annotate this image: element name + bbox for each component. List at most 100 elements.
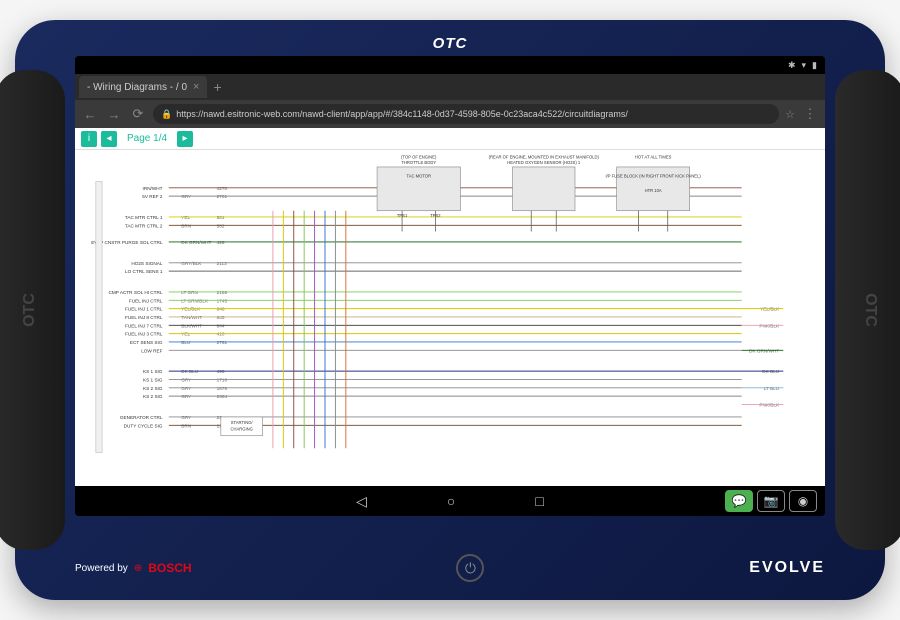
svg-text:BLU: BLU [181,340,191,345]
svg-text:FUEL INJ 3 CTRL: FUEL INJ 3 CTRL [125,332,163,337]
forward-button[interactable]: → [105,107,123,122]
svg-text:GRY/BLK: GRY/BLK [181,261,202,266]
svg-text:2186: 2186 [217,290,228,295]
toolbar-prev-button[interactable]: ◂ [101,131,117,147]
svg-text:PNK/BLK: PNK/BLK [759,403,780,408]
back-button[interactable]: ← [81,107,99,122]
url-text: https://nawd.esitronic-web.com/nawd-clie… [176,109,628,119]
svg-text:I/P FUSE BLOCK (IN RIGHT FRONT: I/P FUSE BLOCK (IN RIGHT FRONT KICK PANE… [605,173,701,178]
svg-text:FUEL INJ 8 CTRL: FUEL INJ 8 CTRL [125,315,163,320]
svg-text:1745: 1745 [217,298,228,303]
svg-text:BRN: BRN [181,223,191,228]
android-back-button[interactable]: ◁ [356,493,367,510]
svg-text:582: 582 [217,223,225,228]
svg-text:THROTTLE BODY: THROTTLE BODY [401,160,436,165]
device-bottom-bar: Powered by ⊕ BOSCH ⏻ EVOLVE [75,554,825,582]
svg-text:2701: 2701 [217,194,228,199]
bluetooth-icon: ✱ [788,60,796,71]
svg-text:FUEL INJ 1 CTRL: FUEL INJ 1 CTRL [125,307,163,312]
svg-text:TPS1: TPS1 [397,213,408,218]
svg-text:YEL/BLK: YEL/BLK [760,307,780,312]
svg-text:581: 581 [217,215,225,220]
svg-text:HTR 10A: HTR 10A [645,188,662,193]
chat-button[interactable]: 💬 [725,490,753,512]
svg-text:HEATED OXYGEN SENSOR (HO2S) 1: HEATED OXYGEN SENSOR (HO2S) 1 [507,160,581,165]
svg-text:CHARGING: CHARGING [230,427,252,432]
svg-text:HO2S SIGNAL: HO2S SIGNAL [131,261,163,266]
svg-text:496: 496 [217,369,225,374]
svg-text:IRN/WHT: IRN/WHT [143,186,163,191]
svg-text:DK BLU: DK BLU [181,369,199,374]
power-button[interactable]: ⏻ [456,554,484,582]
svg-text:KS 1 SIG: KS 1 SIG [143,369,163,374]
bosch-logo: BOSCH [148,561,191,575]
svg-text:BLK/WHT: BLK/WHT [181,323,202,328]
svg-text:GRY: GRY [181,386,192,391]
camera-button[interactable]: ◉ [789,490,817,512]
svg-text:BRN: BRN [181,423,191,428]
svg-text:ECT SENS SIG: ECT SENS SIG [130,340,163,345]
svg-text:1716: 1716 [217,378,228,383]
svg-text:CMP ACTR SOL HI CTRL: CMP ACTR SOL HI CTRL [109,290,163,295]
svg-text:TAC MOTOR: TAC MOTOR [406,173,431,178]
lock-icon: 🔒 [161,109,172,120]
svg-text:KS 1 SIG: KS 1 SIG [143,378,163,383]
toolbar-info-button[interactable]: i [81,131,97,147]
svg-text:FUEL INJ 7 CTRL: FUEL INJ 7 CTRL [125,323,163,328]
device-brand-top: OTC [75,38,825,56]
svg-text:428: 428 [217,240,225,245]
browser-url-bar: ← → ⟳ 🔒 https://nawd.esitronic-web.com/n… [75,100,825,128]
tab-close-icon[interactable]: × [193,81,199,93]
svg-text:5V REF 2: 5V REF 2 [142,194,163,199]
device-model-name: EVOLVE [749,559,825,577]
diagram-svg: IRN/WHT 4270 5V REF 2 GRY 2701 TAC MTR CTRL 1… [75,150,825,486]
screenshot-button[interactable]: 📷 [757,490,785,512]
svg-text:YEL: YEL [181,332,190,337]
toolbar-next-button[interactable]: ▸ [177,131,193,147]
svg-text:TAC MTR CTRL 1: TAC MTR CTRL 1 [125,215,163,220]
svg-text:GENERATOR CTRL: GENERATOR CTRL [120,415,163,420]
url-field[interactable]: 🔒 https://nawd.esitronic-web.com/nawd-cl… [153,104,779,124]
svg-text:LOW REF: LOW REF [141,348,162,353]
tab-title: - Wiring Diagrams - / 0 [87,82,187,93]
diagram-toolbar: i ◂ Page 1/4 ▸ [75,128,825,150]
svg-text:DK GRN/WHT: DK GRN/WHT [181,240,211,245]
reload-button[interactable]: ⟳ [129,106,147,122]
svg-text:DK BLU: DK BLU [762,369,780,374]
svg-text:2761: 2761 [217,340,228,345]
device-grip-left [0,70,65,550]
bookmark-star-icon[interactable]: ☆ [785,108,795,121]
svg-text:TPS2: TPS2 [430,213,441,218]
powered-by-label: Powered by ⊕ BOSCH [75,561,192,575]
battery-icon: ▮ [812,60,817,71]
svg-text:FUEL INJ CTRL: FUEL INJ CTRL [129,298,163,303]
svg-text:410: 410 [217,332,225,337]
floating-buttons: 💬 📷 ◉ [725,490,817,512]
android-nav-bar: ◁ ○ □ 💬 📷 ◉ [75,486,825,516]
svg-text:GRY: GRY [181,378,192,383]
svg-text:KS 2 SIG: KS 2 SIG [143,394,163,399]
svg-text:YEL/BLK: YEL/BLK [181,307,201,312]
android-recent-button[interactable]: □ [535,493,543,509]
new-tab-button[interactable]: + [213,79,221,95]
svg-text:STARTING/: STARTING/ [231,420,254,425]
android-home-button[interactable]: ○ [447,493,455,509]
svg-text:4270: 4270 [217,186,228,191]
svg-text:PNK/BLK: PNK/BLK [759,323,780,328]
svg-text:GRY: GRY [181,415,192,420]
svg-text:YEL: YEL [181,215,190,220]
svg-text:GRY: GRY [181,194,192,199]
svg-text:LO CTRL SENS 1: LO CTRL SENS 1 [125,269,163,274]
browser-menu-button[interactable]: ⋮ [801,106,819,122]
svg-text:GRY: GRY [181,394,192,399]
device-grip-right [835,70,900,550]
svg-text:KS 2 SIG: KS 2 SIG [143,386,163,391]
browser-tab[interactable]: - Wiring Diagrams - / 0 × [79,76,207,98]
android-status-bar: ✱ ▾ ▮ [75,56,825,74]
wiring-diagram[interactable]: IRN/WHT 4270 5V REF 2 GRY 2701 TAC MTR CTRL 1… [75,150,825,486]
diagnostic-device: OTC ✱ ▾ ▮ - Wiring Diagrams - / 0 × + ← … [15,20,885,600]
browser-tab-bar: - Wiring Diagrams - / 0 × + [75,74,825,100]
svg-text:2113: 2113 [217,261,227,266]
svg-text:845: 845 [217,315,225,320]
svg-text:844: 844 [217,323,225,328]
